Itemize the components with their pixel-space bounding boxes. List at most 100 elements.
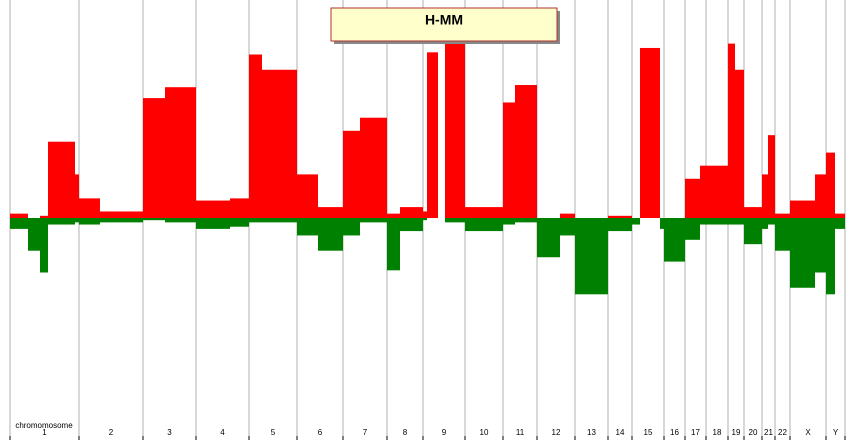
bar (318, 218, 343, 251)
bar (775, 218, 790, 251)
bar (249, 54, 262, 218)
x-tick-label: 6 (318, 428, 323, 437)
x-tick-label: Y (833, 428, 839, 437)
bar (685, 218, 700, 240)
bar (560, 218, 575, 236)
bar (427, 52, 438, 218)
bar (700, 165, 728, 218)
x-tick-label: 7 (363, 428, 368, 437)
bar (640, 47, 660, 219)
bar (196, 200, 230, 218)
bar (608, 215, 632, 218)
bar (249, 218, 262, 223)
x-tick-label: 11 (516, 428, 525, 437)
x-tick-label: 17 (691, 428, 700, 437)
plot-area (9, 0, 846, 440)
title-box (330, 7, 558, 42)
bar (40, 215, 48, 218)
bar (297, 218, 318, 236)
bar (465, 207, 503, 218)
bar (660, 218, 664, 229)
bar (445, 43, 465, 218)
bar (230, 218, 249, 227)
bar (297, 174, 318, 218)
bar (75, 174, 79, 218)
bar (100, 218, 143, 223)
bar (445, 218, 465, 223)
x-tick-label: 15 (644, 428, 653, 437)
bar (230, 198, 249, 218)
x-tick-label: 2 (109, 428, 114, 437)
bar (423, 211, 427, 218)
bar (75, 218, 79, 223)
bar (48, 141, 75, 218)
bar (632, 218, 640, 225)
bar (262, 218, 297, 223)
bar (262, 69, 297, 218)
chart-title: H-MM (425, 12, 463, 28)
x-tick-label: 3 (167, 428, 172, 437)
x-tick-label: 8 (403, 428, 408, 437)
x-tick-label: 20 (749, 428, 758, 437)
bar (744, 207, 762, 218)
bar (10, 213, 28, 218)
bar (815, 174, 826, 218)
bar (10, 218, 28, 229)
bar (768, 218, 775, 225)
bar (768, 135, 775, 218)
bar (515, 218, 537, 223)
bar (400, 207, 423, 218)
bar (143, 218, 165, 221)
x-tick-label: 13 (587, 428, 596, 437)
bar (343, 130, 360, 218)
bar (685, 178, 700, 218)
bar (423, 218, 427, 221)
bar (762, 174, 768, 218)
x-tick-label: 19 (732, 428, 741, 437)
bar (165, 218, 196, 223)
bar (664, 218, 685, 262)
x-tick-label: 22 (778, 428, 787, 437)
bar (560, 213, 575, 218)
bar (387, 218, 400, 271)
bar (744, 218, 762, 245)
bar (735, 69, 744, 218)
bar (762, 218, 768, 229)
x-tick-label: 10 (480, 428, 489, 437)
bar (165, 87, 196, 218)
bar (143, 98, 165, 218)
bar (700, 218, 728, 225)
bar (79, 218, 100, 225)
bar (790, 218, 815, 288)
bar (826, 152, 835, 218)
x-tick-label: 16 (670, 428, 679, 437)
bar (826, 218, 835, 295)
x-tick-label: 21 (764, 428, 773, 437)
bar (515, 85, 537, 219)
bar (465, 218, 503, 232)
x-tick-label: 9 (442, 428, 447, 437)
bar (360, 117, 387, 218)
x-tick-label: 4 (220, 428, 225, 437)
bar (40, 218, 48, 273)
x-axis-label: chromomosome (15, 421, 73, 430)
bar (575, 218, 608, 295)
bar (835, 213, 845, 218)
bar (387, 213, 400, 218)
bar (537, 218, 560, 258)
bar (343, 218, 360, 236)
x-tick-label: 12 (552, 428, 561, 437)
bar (28, 218, 40, 251)
bar (775, 213, 790, 218)
bar (728, 43, 735, 218)
bar (815, 218, 826, 273)
bar (735, 218, 744, 225)
bar (360, 218, 387, 223)
x-tick-label: 14 (616, 428, 625, 437)
bar (503, 102, 515, 218)
bar (100, 211, 143, 218)
bar (608, 218, 632, 232)
bar (48, 218, 75, 225)
x-tick-label: 1 (42, 428, 47, 437)
